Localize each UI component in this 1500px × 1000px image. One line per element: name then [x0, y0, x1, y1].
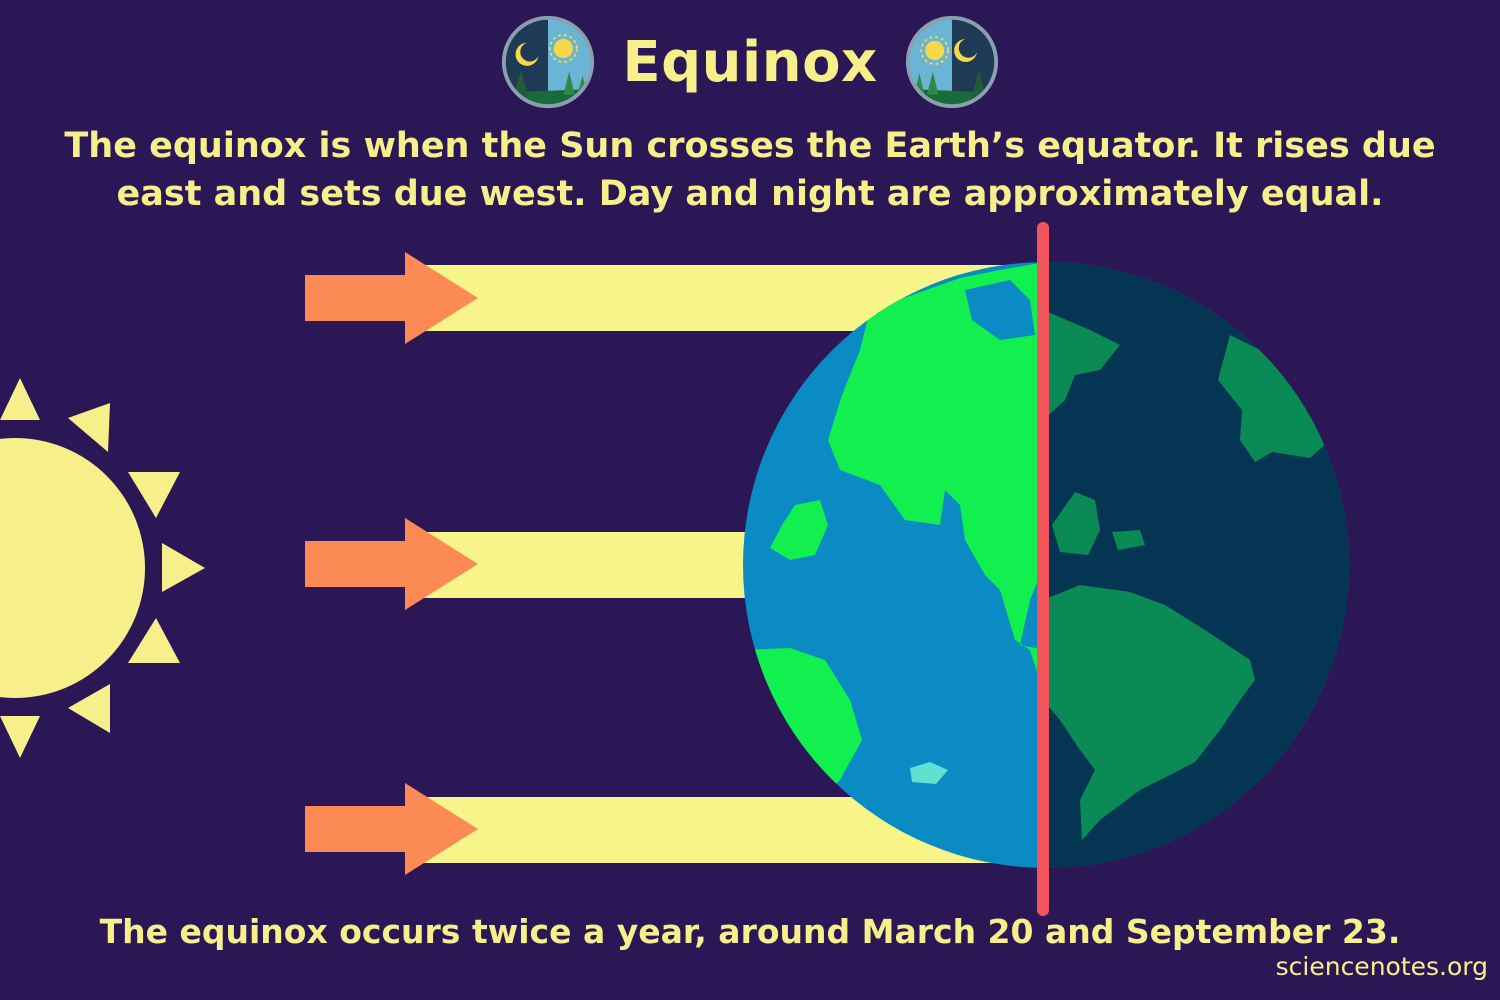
page-title: Equinox	[622, 29, 878, 95]
sun-ray-middle	[420, 532, 800, 598]
earth-icon	[743, 222, 1349, 916]
sun-icon	[0, 378, 205, 758]
sun-ray-arrow-icon	[305, 252, 478, 875]
source-credit: sciencenotes.org	[1275, 952, 1488, 981]
footer-text: The equinox occurs twice a year, around …	[99, 912, 1401, 951]
intro-text: The equinox is when the Sun crosses the …	[64, 126, 1436, 214]
day-night-badge-icon	[905, 15, 998, 109]
day-night-badge-icon	[502, 15, 595, 109]
title-row: Equinox	[0, 12, 1500, 112]
